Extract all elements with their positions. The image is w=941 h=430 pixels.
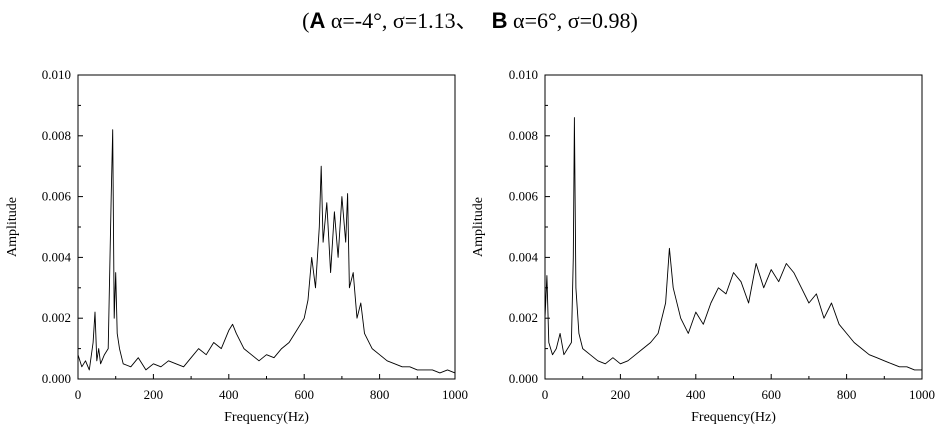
- caption-text-b: α=6°, σ=0.98): [508, 8, 638, 33]
- caption-text-a: α=-4°, σ=1.13、: [325, 8, 477, 33]
- panel-b: 0 200 400 600 800 1000 0.000 0.002 0.004 0.006 0.0…: [471, 67, 935, 425]
- caption-open: (: [302, 8, 309, 33]
- x-tick-label-a: 600: [294, 387, 314, 402]
- y-tick-label-b: 0.000: [509, 371, 538, 386]
- spectrum-line-a: [77, 129, 456, 374]
- x-axis-label-a: Frequency(Hz): [224, 410, 309, 425]
- y-tick-label-b: 0.006: [509, 189, 539, 204]
- y-tick-label-a: 0.008: [42, 128, 71, 143]
- x-axis-label-b: Frequency(Hz): [691, 410, 776, 425]
- y-tick-label-a: 0.006: [42, 189, 72, 204]
- figure-caption: (A α=-4°, σ=1.13、 B α=6°, σ=0.98): [302, 8, 638, 33]
- panel-a: 0 200 400 600 800 1000 0.000 0.002 0.004 0.006 0.0…: [5, 67, 468, 425]
- y-tick-label-b: 0.004: [509, 249, 539, 264]
- y-tick-label-a: 0.004: [42, 249, 72, 264]
- caption-label-b: B: [492, 8, 508, 33]
- y-tick-label-b: 0.010: [509, 67, 538, 82]
- x-tick-label-b: 800: [837, 387, 857, 402]
- x-tick-label-b: 200: [611, 387, 631, 402]
- y-tick-label-b: 0.008: [509, 128, 538, 143]
- x-tick-label-b: 1000: [909, 387, 935, 402]
- spectrum-line-b: [544, 117, 922, 371]
- x-tick-label-a: 200: [144, 387, 164, 402]
- y-axis-label-a: Amplitude: [5, 197, 20, 257]
- plot-frame-b: [544, 74, 923, 380]
- caption-label-a: A: [309, 8, 325, 33]
- y-axis-label-b: Amplitude: [471, 197, 486, 257]
- y-tick-label-a: 0.000: [42, 371, 71, 386]
- y-tick-label-a: 0.002: [42, 310, 71, 325]
- y-tick-label-b: 0.002: [509, 310, 538, 325]
- y-tick-label-a: 0.010: [42, 67, 71, 82]
- plot-frame-a: [77, 74, 456, 380]
- x-tick-label-a: 400: [219, 387, 239, 402]
- x-tick-label-b: 400: [686, 387, 706, 402]
- x-tick-label-a: 0: [75, 387, 82, 402]
- x-tick-label-b: 600: [761, 387, 781, 402]
- x-tick-label-b: 0: [542, 387, 549, 402]
- x-tick-label-a: 800: [370, 387, 390, 402]
- x-tick-label-a: 1000: [442, 387, 468, 402]
